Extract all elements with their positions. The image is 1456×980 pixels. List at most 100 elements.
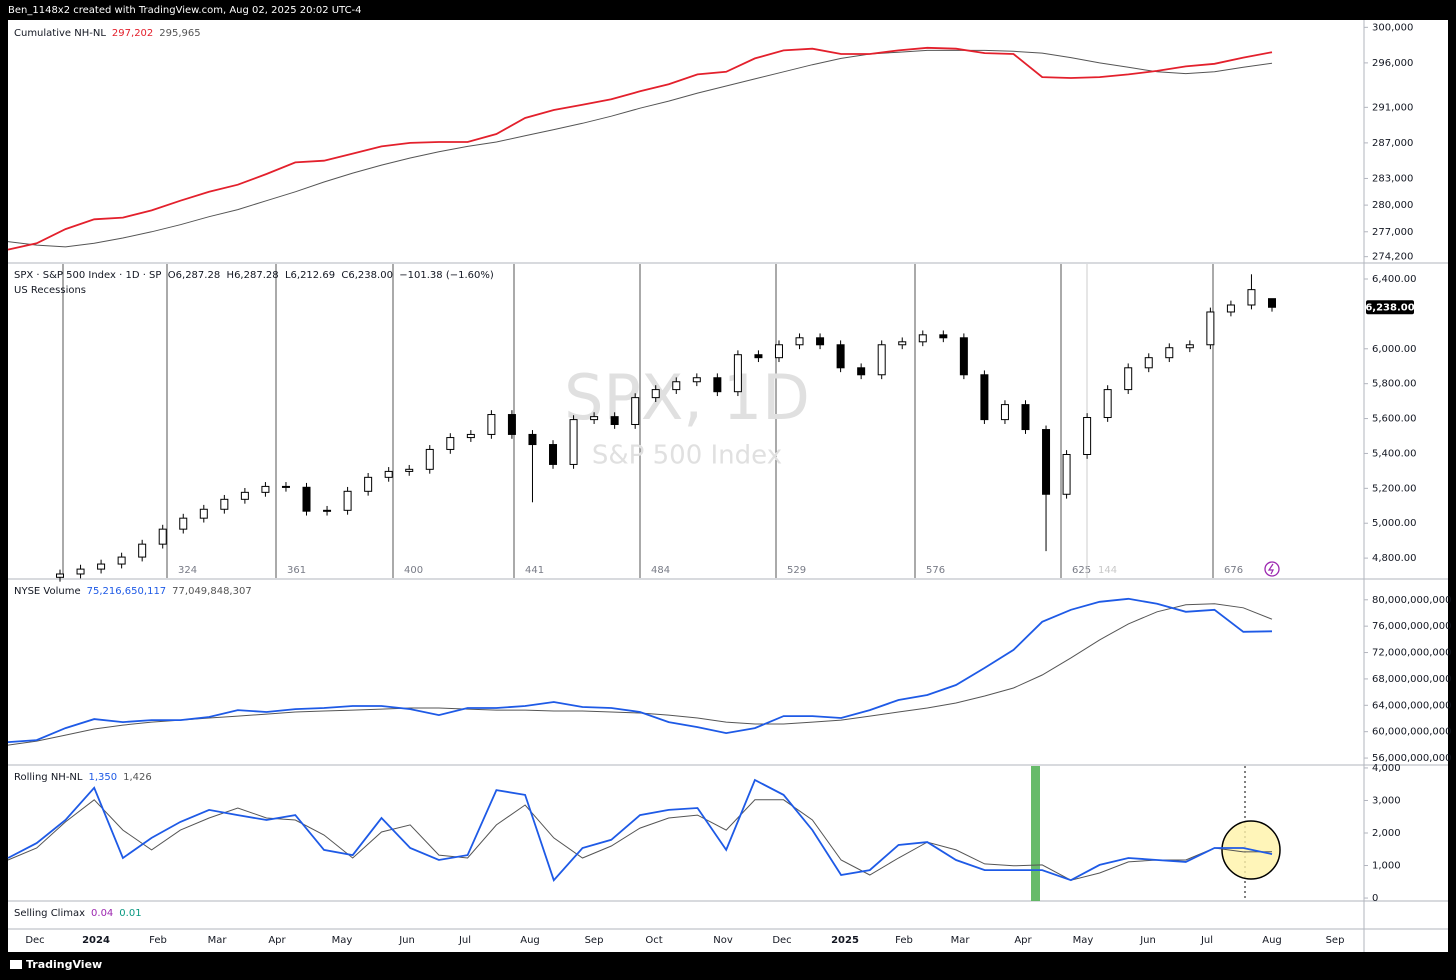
candle-body — [733, 354, 742, 393]
price-tag — [1366, 300, 1414, 315]
marker-label: 400 — [404, 565, 423, 576]
pane-title: Rolling NH-NL — [14, 772, 83, 783]
y-tick-label: 6,400.00 — [1372, 274, 1417, 285]
pane-title: SPX · S&P 500 Index · 1D · SP O6,287.28 … — [14, 270, 494, 281]
y-tick-label: 5,800.00 — [1372, 379, 1417, 390]
candle-body — [672, 381, 681, 391]
candle-body — [1185, 344, 1194, 349]
header-text: Ben_1148x2 created with TradingView.com,… — [8, 5, 362, 16]
highlight-band — [1031, 766, 1040, 901]
watermark: SPX, 1D — [564, 361, 810, 434]
y-tick-label: 3,000 — [1372, 795, 1401, 806]
candle-body — [1226, 304, 1235, 313]
x-tick-label: Dec — [25, 935, 44, 946]
legend-value: 0.01 — [119, 908, 141, 919]
pane-title: Selling Climax — [14, 908, 85, 919]
pane-title: NYSE Volume — [14, 586, 81, 597]
marker-label: 144 — [1098, 565, 1117, 576]
candle-body — [281, 485, 290, 488]
y-tick-label: 291,000 — [1372, 102, 1413, 113]
chart-area — [8, 20, 1448, 952]
legend-value: 1,350 — [88, 772, 117, 783]
legend-value: 77,049,848,307 — [172, 586, 252, 597]
candle-body — [1000, 404, 1009, 421]
marker-label: 576 — [926, 565, 945, 576]
series-line — [7, 603, 1273, 746]
candle-body — [959, 337, 968, 376]
candle-body — [795, 337, 804, 346]
candle-body — [302, 486, 311, 512]
y-tick-label: 300,000 — [1372, 22, 1413, 33]
candle-body — [754, 354, 763, 359]
logo-icon — [10, 960, 22, 969]
candle-body — [877, 344, 886, 376]
candle-body — [76, 568, 85, 575]
x-tick-label: 2024 — [82, 935, 110, 946]
x-tick-label: Jun — [398, 935, 415, 946]
x-tick-label: Jul — [1200, 935, 1213, 946]
legend-value: 295,965 — [159, 28, 200, 39]
y-tick-label: 68,000,000,000 — [1372, 674, 1452, 685]
candle-body — [1103, 389, 1112, 419]
y-tick-label: 56,000,000,000 — [1372, 753, 1452, 764]
candle-body — [692, 377, 701, 383]
legend-value: 0.04 — [91, 908, 113, 919]
x-tick-label: Aug — [520, 935, 540, 946]
candle-body — [857, 367, 866, 376]
candle-body — [610, 416, 619, 425]
candle-body — [1165, 347, 1174, 359]
candle-body — [179, 517, 188, 530]
candle-body — [384, 470, 393, 478]
candle-body — [528, 433, 537, 446]
candle-body — [364, 476, 373, 492]
marker-label: 324 — [178, 565, 197, 576]
x-tick-label: Jun — [1139, 935, 1156, 946]
marker-label: 441 — [525, 565, 544, 576]
candle-body — [323, 509, 332, 512]
x-tick-label: Sep — [1326, 935, 1345, 946]
candle-body — [220, 498, 229, 510]
y-tick-label: 277,000 — [1372, 227, 1413, 238]
y-tick-label: 5,200.00 — [1372, 483, 1417, 494]
x-tick-label: Aug — [1262, 935, 1282, 946]
candle-body — [713, 377, 722, 393]
series-line — [7, 597, 1273, 743]
y-tick-label: 0 — [1372, 893, 1378, 904]
x-tick-label: Oct — [645, 935, 662, 946]
candle-body — [487, 414, 496, 435]
y-tick-label: 5,400.00 — [1372, 448, 1417, 459]
candle-body — [343, 490, 352, 511]
x-tick-label: Apr — [268, 935, 286, 946]
y-tick-label: 283,000 — [1372, 173, 1413, 184]
x-tick-label: Apr — [1014, 935, 1032, 946]
y-tick-label: 287,000 — [1372, 138, 1413, 149]
x-tick-label: Jul — [458, 935, 471, 946]
marker-label: 676 — [1224, 565, 1243, 576]
candle-body — [97, 563, 106, 570]
legend-value: 297,202 — [112, 28, 153, 39]
candle-body — [898, 341, 907, 346]
y-tick-label: 4,800.00 — [1372, 553, 1417, 564]
candle-body — [918, 334, 927, 343]
candle-body — [405, 468, 414, 472]
y-tick-label: 5,000.00 — [1372, 518, 1417, 529]
y-tick-label: 4,000 — [1372, 763, 1401, 774]
candle-body — [138, 543, 147, 558]
x-tick-label: 2025 — [831, 935, 859, 946]
annotation: US Recessions — [14, 285, 86, 296]
candle-body — [1268, 298, 1276, 308]
series-line — [7, 49, 1273, 248]
candle-body — [651, 389, 660, 399]
candle-body — [1124, 367, 1133, 391]
marker-label: 625 — [1072, 565, 1091, 576]
candle-body — [446, 437, 455, 450]
candle-body — [1021, 404, 1030, 431]
candle-body — [631, 397, 640, 425]
candle-body — [1144, 357, 1153, 369]
candle-body — [836, 344, 845, 369]
x-tick-label: Feb — [895, 935, 913, 946]
y-tick-label: 2,000 — [1372, 828, 1401, 839]
x-tick-label: May — [1073, 935, 1094, 946]
candle-body — [816, 337, 825, 346]
candle-body — [199, 508, 208, 519]
